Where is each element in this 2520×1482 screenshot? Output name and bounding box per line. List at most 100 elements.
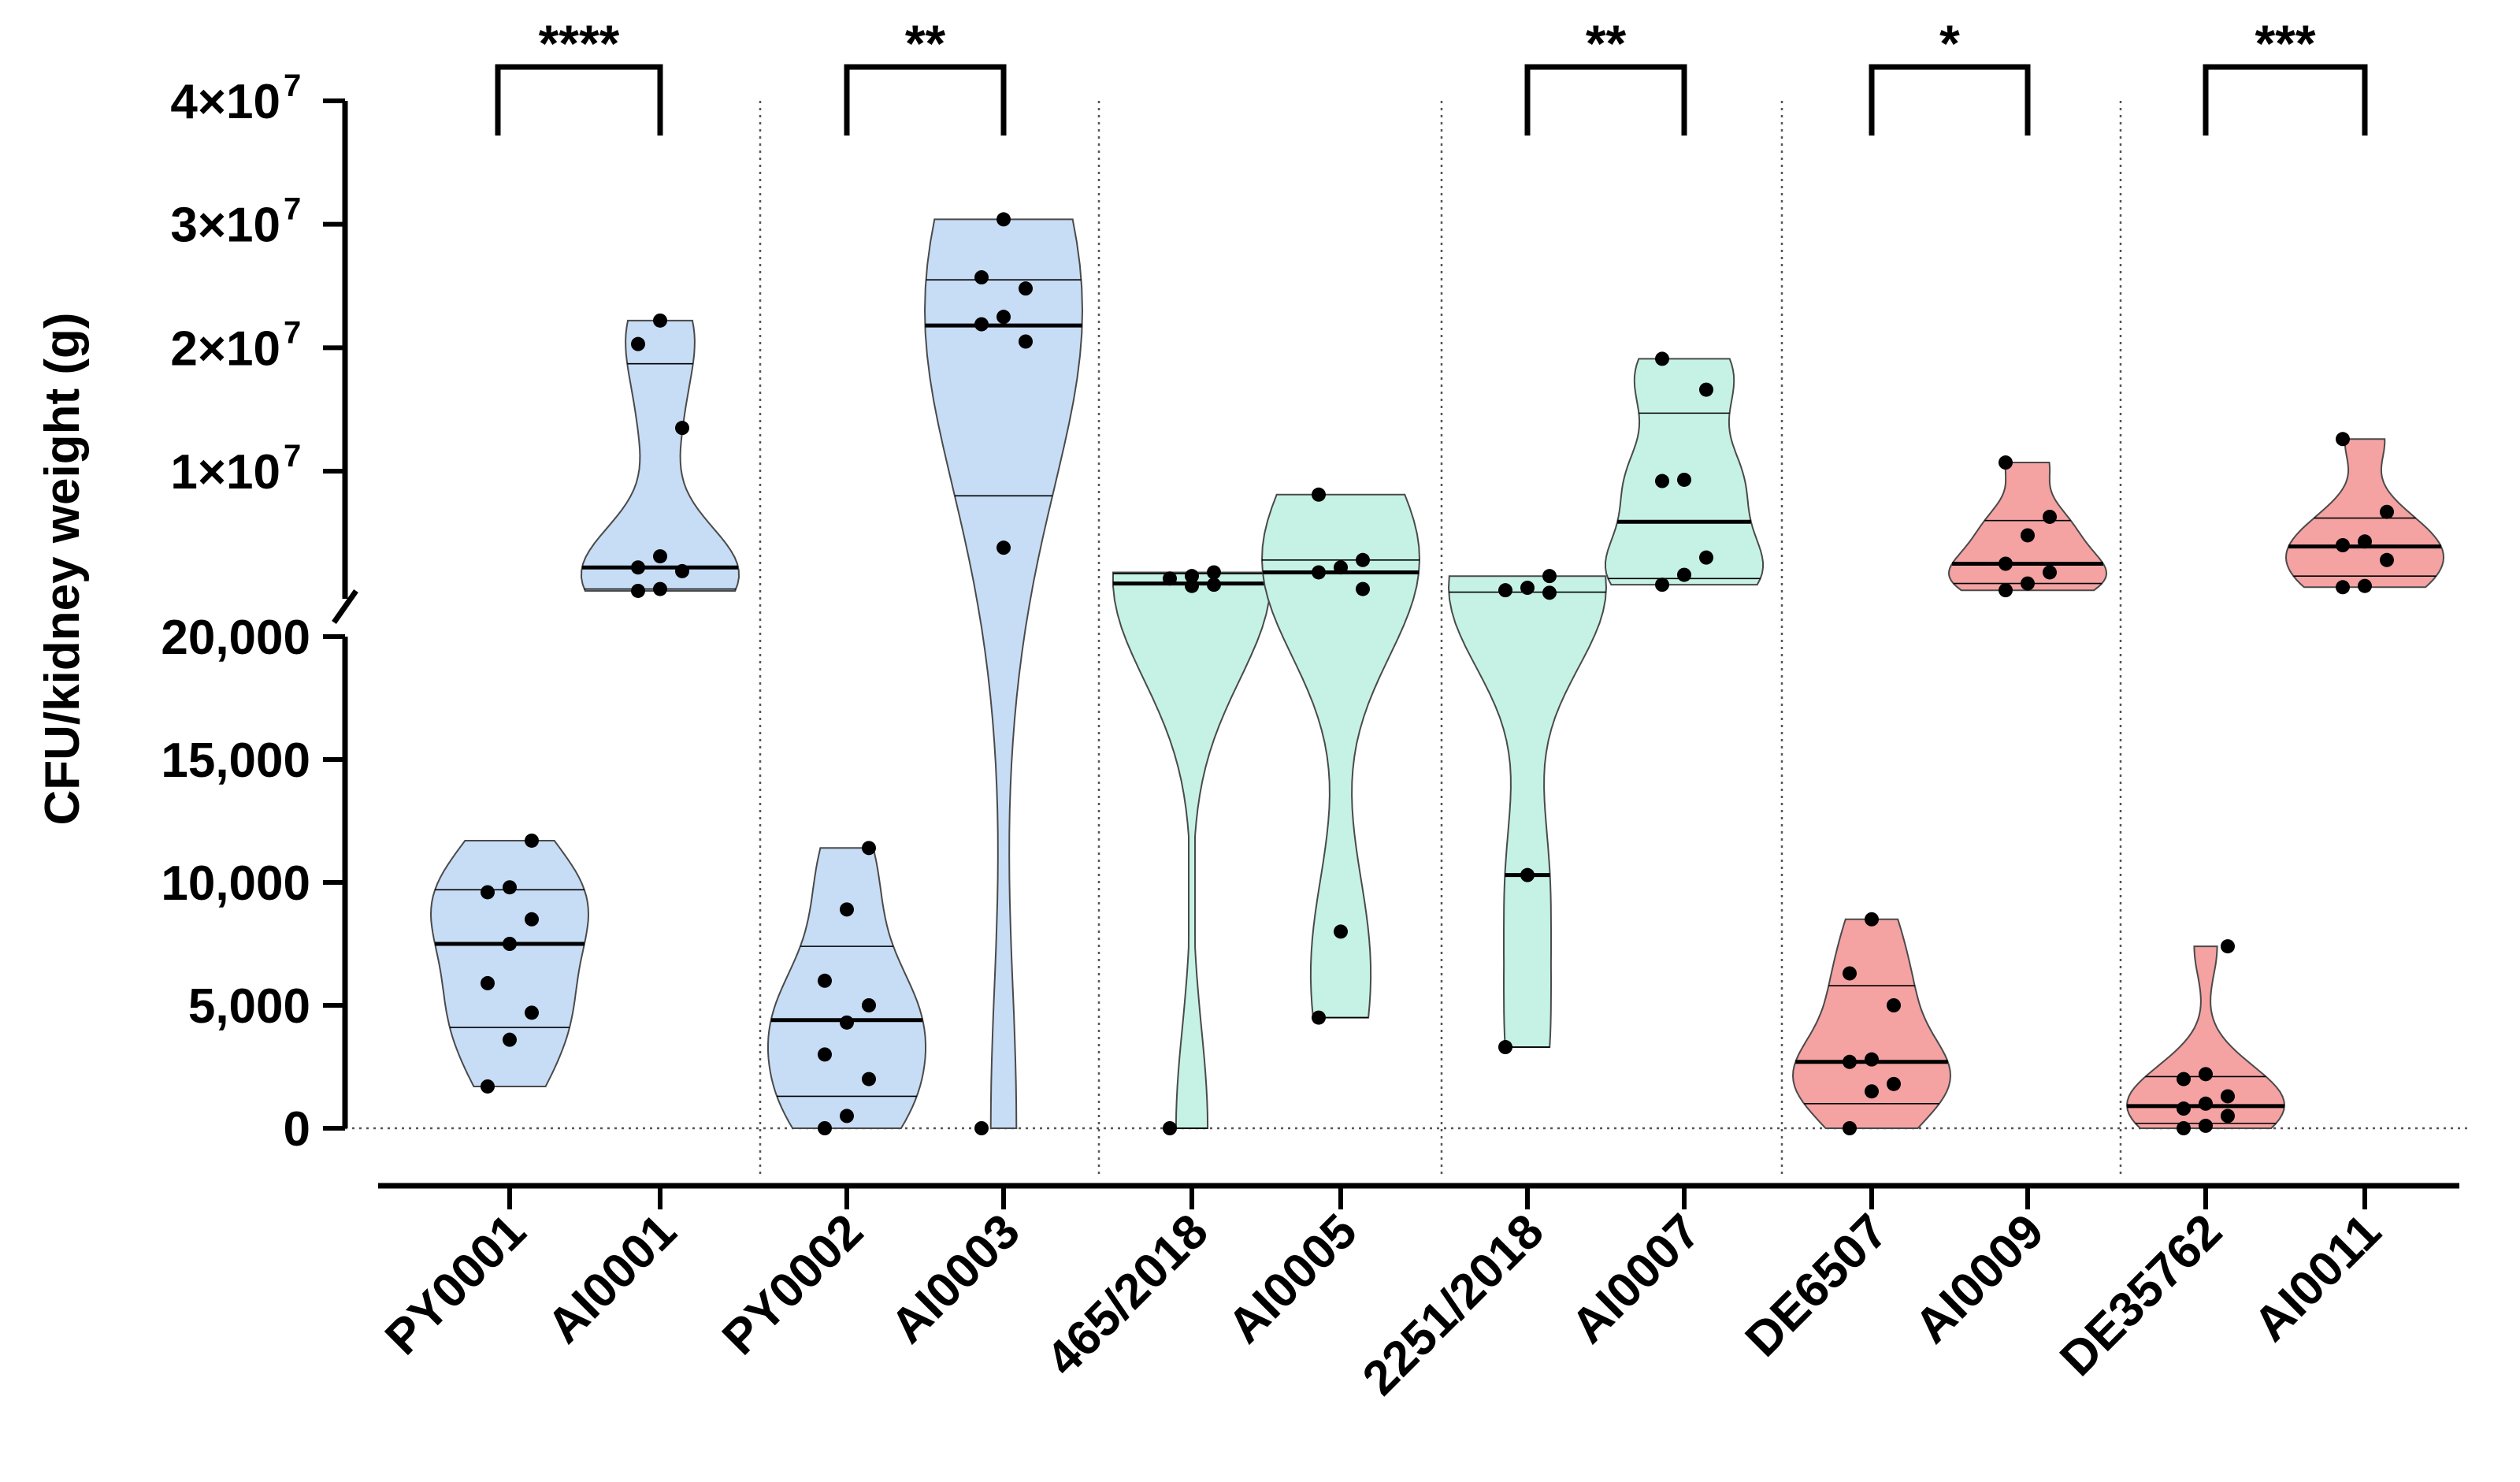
point-DE35762 [2221, 1089, 2235, 1104]
point-AI0003 [1019, 281, 1033, 296]
point-465-2018 [1207, 578, 1221, 592]
point-DE6507 [1843, 1121, 1857, 1135]
point-DE6507 [1887, 1076, 1901, 1091]
point-DE6507 [1843, 1054, 1857, 1069]
point-PY0001 [503, 880, 517, 895]
bracket-DE6507 [1869, 64, 2031, 136]
point-2251-2018 [1520, 581, 1535, 596]
point-AI0011 [2358, 578, 2372, 593]
violin-2251-2018 [1447, 575, 1608, 1048]
significance-label: ** [1586, 14, 1627, 72]
point-AI0007 [1677, 472, 1691, 487]
y-tick-label: 4×10 [170, 75, 280, 129]
x-tick-label: AI0001 [537, 1204, 687, 1354]
y-tick-label: 5,000 [188, 979, 310, 1034]
point-2251-2018 [1542, 569, 1557, 584]
point-AI0011 [2336, 538, 2350, 552]
point-465-2018 [1185, 569, 1199, 584]
point-465-2018 [1207, 565, 1221, 580]
point-AI0007 [1677, 567, 1691, 582]
point-PY0002 [818, 1121, 832, 1135]
point-DE35762 [2177, 1101, 2191, 1116]
point-AI0007 [1655, 578, 1669, 592]
point-DE6507 [1865, 912, 1879, 927]
bracket-PY0002 [844, 64, 1007, 136]
point-DE6507 [1843, 966, 1857, 981]
y-tick-label: 15,000 [161, 734, 310, 788]
x-tick-label: DE35762 [2050, 1204, 2232, 1387]
point-PY0002 [818, 973, 832, 988]
point-AI0001 [675, 563, 689, 578]
x-tick-label: DE6507 [1735, 1204, 1898, 1367]
point-AI0009 [1999, 455, 2013, 470]
point-AI0003 [974, 270, 989, 285]
significance-brackets: **** ** ** * *** [495, 14, 2368, 136]
y-tick-label: 0 [284, 1102, 310, 1157]
data-points [481, 212, 2394, 1135]
point-PY0002 [840, 1109, 854, 1124]
violin-465-2018 [1112, 571, 1271, 1129]
point-AI0009 [1999, 556, 2013, 571]
point-DE35762 [2221, 939, 2235, 954]
point-2251-2018 [1542, 585, 1557, 600]
point-DE35762 [2221, 1109, 2235, 1124]
point-AI0007 [1699, 382, 1713, 397]
x-tick-label: PY0002 [712, 1204, 874, 1365]
point-AI0003 [996, 310, 1011, 325]
violin-PY0001 [429, 840, 590, 1087]
point-AI0005 [1312, 1010, 1326, 1025]
point-AI0007 [1655, 351, 1669, 366]
x-tick-label: 465/2018 [1036, 1204, 1219, 1387]
point-AI0009 [2021, 528, 2035, 543]
point-PY0001 [503, 937, 517, 951]
point-AI0011 [2380, 504, 2394, 519]
point-AI0011 [2358, 534, 2372, 549]
point-AI0011 [2336, 580, 2350, 595]
significance-label: *** [2255, 14, 2315, 72]
point-AI0005 [1312, 487, 1326, 502]
bracket-PY0001 [495, 64, 663, 136]
point-AI0003 [1019, 334, 1033, 349]
x-tick-label: AI0011 [2244, 1204, 2392, 1352]
point-PY0002 [862, 998, 876, 1012]
point-AI0001 [631, 583, 645, 598]
bracket-2251-2018 [1524, 64, 1687, 136]
point-DE35762 [2199, 1118, 2213, 1133]
point-DE35762 [2199, 1096, 2213, 1111]
point-AI0011 [2380, 552, 2394, 567]
significance-label: ** [905, 14, 946, 72]
violin-AI0011 [2284, 438, 2445, 589]
point-AI0005 [1312, 565, 1326, 580]
point-DE35762 [2177, 1121, 2191, 1135]
point-AI0003 [974, 317, 989, 332]
point-465-2018 [1185, 578, 1199, 593]
point-AI0003 [996, 212, 1011, 227]
violin-AI0007 [1605, 358, 1764, 586]
point-PY0002 [818, 1047, 832, 1062]
y-tick-label: 10,000 [161, 856, 310, 911]
point-AI0005 [1356, 581, 1370, 596]
y-axis-break-mark [332, 589, 358, 625]
point-465-2018 [1163, 571, 1177, 586]
point-AI0005 [1356, 552, 1370, 567]
y-tick-exponent: 7 [284, 315, 301, 350]
point-AI0001 [675, 421, 689, 436]
point-AI0011 [2336, 432, 2350, 447]
point-PY0001 [481, 885, 495, 900]
x-tick-label: AI0005 [1218, 1204, 1368, 1354]
point-DE35762 [2177, 1072, 2191, 1086]
point-AI0009 [2021, 576, 2035, 591]
point-PY0001 [481, 975, 495, 990]
point-PY0001 [503, 1032, 517, 1047]
point-AI0001 [653, 549, 667, 564]
point-PY0002 [862, 841, 876, 856]
point-AI0009 [2043, 565, 2057, 580]
significance-label: * [1939, 14, 1960, 72]
point-465-2018 [1163, 1121, 1177, 1135]
violin-DE35762 [2125, 945, 2286, 1129]
point-DE6507 [1865, 1052, 1879, 1067]
point-DE35762 [2199, 1067, 2213, 1082]
point-2251-2018 [1498, 1040, 1512, 1055]
y-tick-exponent: 7 [284, 439, 301, 474]
